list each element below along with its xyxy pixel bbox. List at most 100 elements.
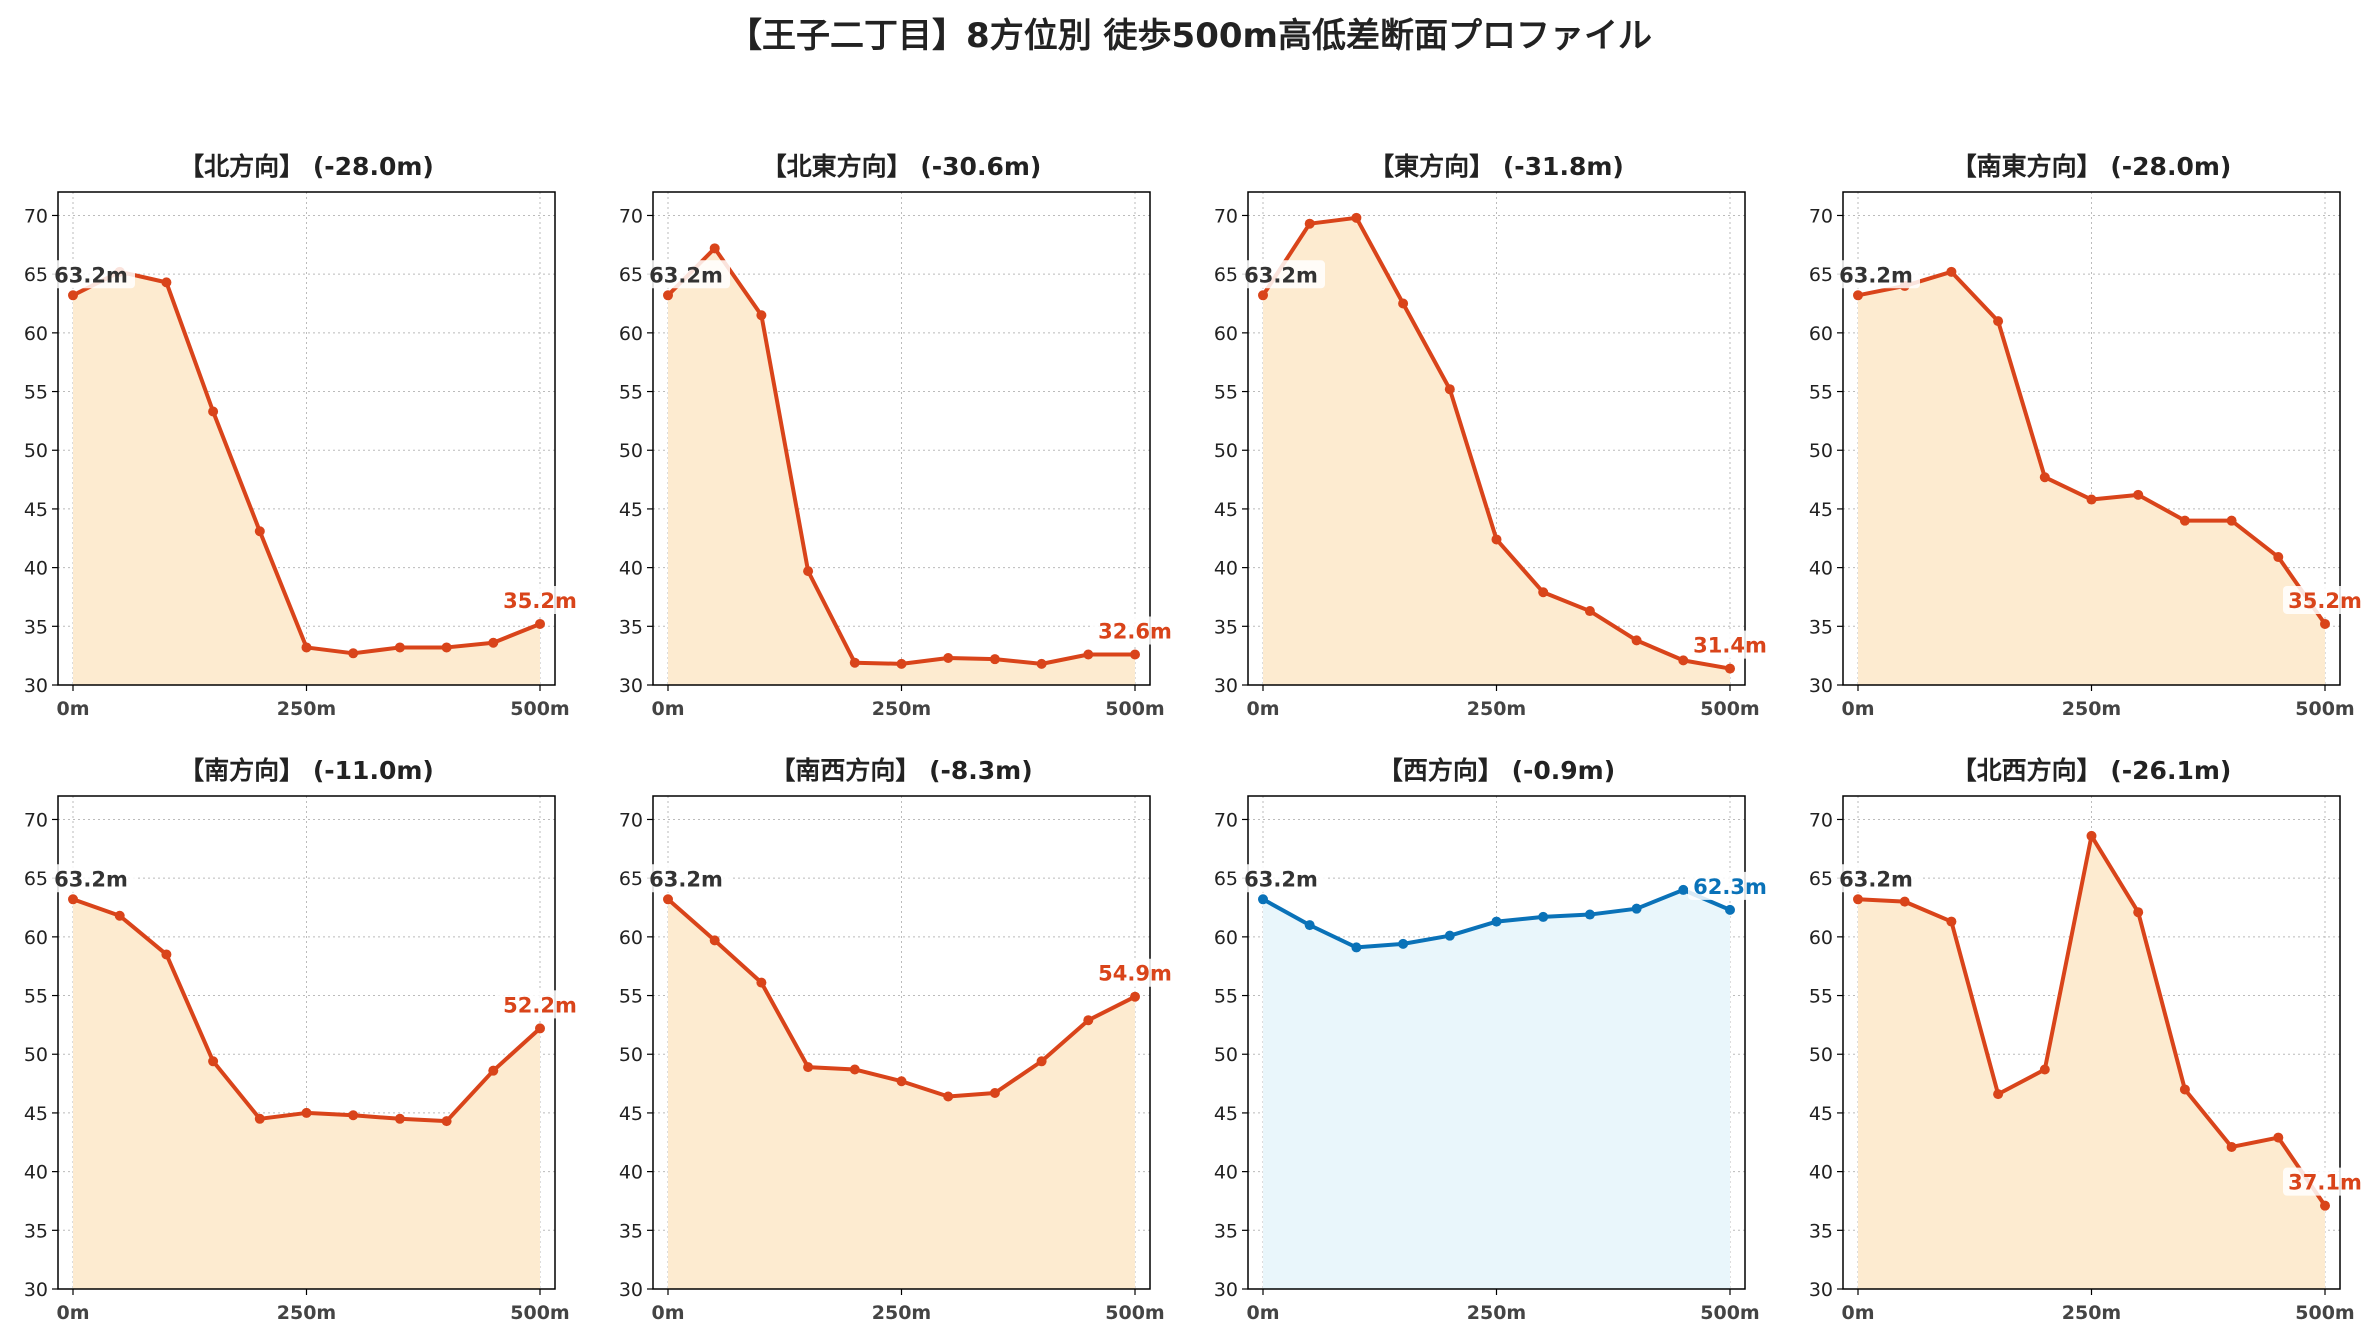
data-point <box>2320 618 2330 629</box>
subplot-5: 【南方向】 (-11.0m) 30 35 40 45 50 55 60 65 70 0m 250m 50… <box>24 756 582 1324</box>
y-tick-label: 40 <box>1214 1162 1238 1184</box>
data-point <box>1725 663 1735 674</box>
y-tick-label: 60 <box>1214 323 1238 345</box>
y-tick-label: 30 <box>619 675 643 697</box>
y-tick-label: 60 <box>619 323 643 345</box>
y-tick-label: 65 <box>1809 264 1833 286</box>
elevation-area <box>1263 889 1730 1289</box>
subplot-title: 【北西方向】 (-26.1m) <box>1952 756 2232 785</box>
x-tick-label: 0m <box>1841 698 1874 720</box>
start-label-bg <box>47 864 135 893</box>
y-tick-label: 55 <box>1214 986 1238 1008</box>
end-label-bg <box>1688 630 1772 659</box>
data-point <box>161 277 172 288</box>
figure-title: 【王子二丁目】8方位別 徒歩500m高低差断面プロファイル <box>728 16 1652 56</box>
x-tick-label: 500m <box>2295 1302 2354 1324</box>
plot-frame <box>57 191 556 686</box>
plot-frame <box>57 795 556 1290</box>
subplot-1: 【北方向】 (-28.0m) 30 35 40 45 50 55 60 65 70 0m 250m 50… <box>24 152 582 720</box>
end-elevation-label: 35.2m <box>503 589 577 613</box>
y-tick-label: 65 <box>619 868 643 890</box>
data-point <box>1946 916 1957 927</box>
y-tick-label: 60 <box>24 927 48 949</box>
y-tick-label: 30 <box>24 1279 48 1301</box>
y-tick-label: 50 <box>619 440 643 462</box>
subplot-title: 【東方向】 (-31.8m) <box>1369 152 1624 181</box>
data-point <box>1304 920 1315 931</box>
start-label-bg <box>642 864 730 893</box>
subplot-title: 【南方向】 (-11.0m) <box>179 756 434 785</box>
start-elevation-label: 63.2m <box>649 867 723 891</box>
y-tick-label: 70 <box>24 809 48 831</box>
y-tick-label: 35 <box>1214 1220 1238 1242</box>
x-tick-label: 500m <box>1105 1302 1164 1324</box>
x-tick-label: 500m <box>1105 698 1164 720</box>
data-point <box>1258 894 1268 905</box>
data-point <box>1631 635 1642 646</box>
data-point <box>394 1113 405 1124</box>
y-tick-label: 55 <box>1809 382 1833 404</box>
x-tick-label: 250m <box>872 698 931 720</box>
data-point <box>1444 384 1455 395</box>
x-tick-label: 0m <box>56 1302 89 1324</box>
subplot-4: 【南東方向】 (-28.0m) 30 35 40 45 50 55 60 65 70 0m 250m 5… <box>1809 152 2367 720</box>
y-tick-label: 65 <box>24 868 48 890</box>
start-elevation-label: 63.2m <box>54 263 128 287</box>
y-tick-label: 65 <box>1214 868 1238 890</box>
data-point <box>943 1091 954 1102</box>
data-point <box>943 653 954 664</box>
end-label-bg <box>2283 585 2367 614</box>
y-tick-label: 45 <box>619 1103 643 1125</box>
x-tick-label: 250m <box>277 1302 336 1324</box>
elevation-area <box>73 271 540 685</box>
y-tick-label: 30 <box>619 1279 643 1301</box>
x-tick-label: 500m <box>1700 698 1759 720</box>
end-label-bg <box>1093 958 1177 987</box>
y-tick-label: 60 <box>24 323 48 345</box>
data-point <box>1538 587 1549 598</box>
y-tick-label: 30 <box>24 675 48 697</box>
end-label-bg <box>498 990 582 1019</box>
data-point <box>2039 1064 2050 1075</box>
plot-frame <box>1247 795 1746 1290</box>
data-point <box>2273 552 2284 563</box>
y-tick-label: 55 <box>1214 382 1238 404</box>
data-point <box>1398 938 1409 949</box>
x-tick-label: 250m <box>1467 698 1526 720</box>
data-point <box>1130 991 1140 1002</box>
y-tick-label: 35 <box>24 1220 48 1242</box>
x-tick-label: 250m <box>277 698 336 720</box>
subplot-2: 【北東方向】 (-30.6m) 30 35 40 45 50 55 60 65 70 0m 250m 5… <box>619 152 1177 720</box>
y-tick-label: 35 <box>1214 616 1238 638</box>
data-point <box>803 566 814 577</box>
plot-frame <box>652 795 1151 1290</box>
subplot-8: 【北西方向】 (-26.1m) 30 35 40 45 50 55 60 65 70 0m 250m 5… <box>1809 756 2367 1324</box>
x-tick-label: 0m <box>56 698 89 720</box>
y-tick-label: 45 <box>1214 1103 1238 1125</box>
data-point <box>1899 896 1910 907</box>
y-tick-label: 45 <box>1809 1103 1833 1125</box>
data-point <box>1538 911 1549 922</box>
data-point <box>208 1056 219 1067</box>
data-point <box>1491 916 1502 927</box>
start-label-bg <box>642 260 730 289</box>
data-point <box>348 1110 359 1121</box>
subplot-6: 【南西方向】 (-8.3m) 30 35 40 45 50 55 60 65 70 0m 250m 50… <box>619 756 1177 1324</box>
y-tick-label: 30 <box>1809 1279 1833 1301</box>
data-point <box>1036 658 1047 669</box>
data-point <box>1351 942 1362 953</box>
y-tick-label: 45 <box>24 499 48 521</box>
x-tick-label: 0m <box>1246 1302 1279 1324</box>
start-elevation-label: 63.2m <box>1244 263 1318 287</box>
y-tick-label: 30 <box>1809 675 1833 697</box>
data-point <box>2133 489 2144 500</box>
start-elevation-label: 63.2m <box>54 867 128 891</box>
y-tick-label: 55 <box>24 382 48 404</box>
y-tick-label: 70 <box>1809 809 1833 831</box>
data-point <box>1678 884 1689 895</box>
end-elevation-label: 52.2m <box>503 993 577 1017</box>
start-label-bg <box>1237 260 1325 289</box>
y-tick-label: 70 <box>24 205 48 227</box>
data-point <box>1258 290 1268 301</box>
x-tick-label: 250m <box>2062 1302 2121 1324</box>
